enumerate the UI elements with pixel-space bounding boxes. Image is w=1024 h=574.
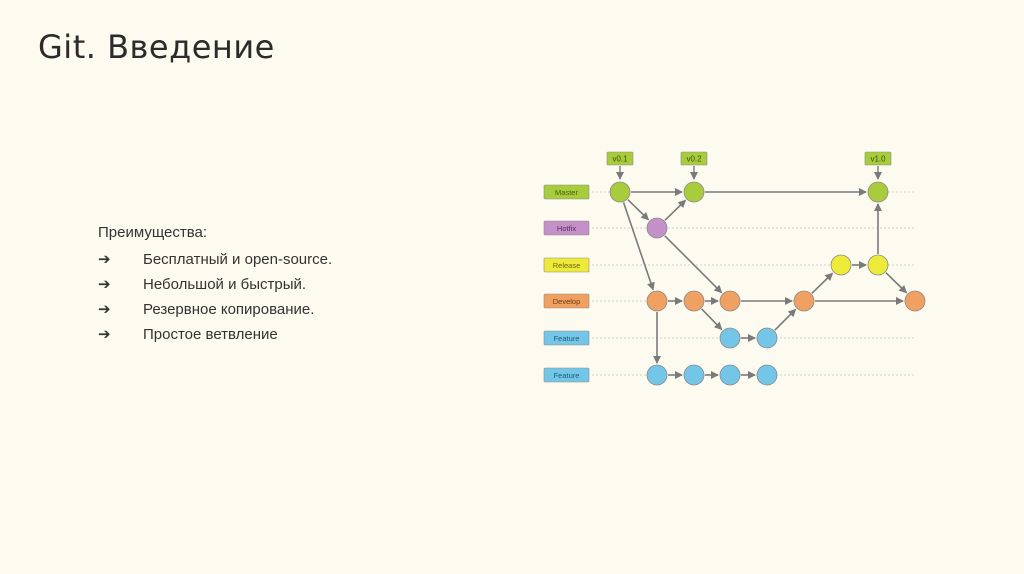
branch-label-master (543, 184, 590, 200)
commit-node-release (867, 254, 889, 276)
commit-node-feature2 (719, 364, 741, 386)
branch-label-release (543, 257, 590, 273)
commit-node-master (683, 181, 705, 203)
commit-node-master (609, 181, 631, 203)
advantages-block: Преимущества: ➔ Бесплатный и open-source… (98, 224, 332, 350)
branch-label-text: Feature (554, 334, 580, 343)
list-item-text: Бесплатный и open-source. (143, 251, 333, 268)
branch-label-feature1 (543, 330, 590, 346)
git-flow-diagram: v0.1 v0.2 v1.0 Master Hotfix Release Develop F… (543, 151, 926, 386)
commit-node-hotfix (646, 217, 668, 239)
list-item: ➔ Бесплатный и open-source. (98, 250, 332, 275)
commit-arrow (627, 199, 650, 221)
list-item: ➔ Простое ветвление (98, 325, 332, 350)
slide-title: Git. Введение (38, 28, 275, 66)
branch-label-text: Release (553, 261, 581, 270)
branch-label-text: Develop (553, 297, 581, 306)
branch-label-text: Feature (554, 371, 580, 380)
list-item-text: Небольшой и быстрый. (143, 276, 307, 293)
commit-node-develop (683, 290, 705, 312)
list-item-text: Простое ветвление (143, 326, 278, 343)
branch-label-text: Hotfix (557, 224, 576, 233)
commit-arrow (701, 308, 723, 331)
arrow-right-icon: ➔ (98, 301, 111, 318)
arrow-right-icon: ➔ (98, 251, 111, 268)
commit-arrow (622, 202, 655, 291)
commit-node-feature1 (756, 327, 778, 349)
advantages-heading: Преимущества: (98, 224, 208, 241)
branch-label-hotfix (543, 220, 590, 236)
list-item-text: Резервное копирование. (143, 301, 315, 318)
commit-node-feature1 (719, 327, 741, 349)
commit-arrow (664, 199, 687, 221)
version-tag-text: v0.2 (686, 155, 702, 164)
branch-label-develop (543, 293, 590, 309)
commit-node-develop (646, 290, 668, 312)
commit-arrow (664, 235, 723, 294)
version-tag (864, 151, 892, 166)
commit-arrow (885, 272, 908, 294)
commit-node-feature2 (756, 364, 778, 386)
commit-node-master (867, 181, 889, 203)
commit-node-develop (719, 290, 741, 312)
arrow-right-icon: ➔ (98, 276, 111, 293)
version-tag-text: v0.1 (612, 155, 628, 164)
list-item: ➔ Резервное копирование. (98, 300, 332, 325)
commit-node-develop (904, 290, 926, 312)
version-tag (680, 151, 708, 166)
version-tag-text: v1.0 (870, 155, 886, 164)
commit-node-develop (793, 290, 815, 312)
commit-arrow (774, 308, 797, 331)
branch-label-text: Master (555, 188, 578, 197)
commit-arrow (811, 272, 834, 294)
commit-node-feature2 (683, 364, 705, 386)
branch-label-feature2 (543, 367, 590, 383)
list-item: ➔ Небольшой и быстрый. (98, 275, 332, 300)
version-tag (606, 151, 634, 166)
commit-node-release (830, 254, 852, 276)
commit-node-feature2 (646, 364, 668, 386)
arrow-right-icon: ➔ (98, 326, 111, 343)
advantages-list: ➔ Бесплатный и open-source. ➔ Небольшой … (98, 250, 332, 350)
